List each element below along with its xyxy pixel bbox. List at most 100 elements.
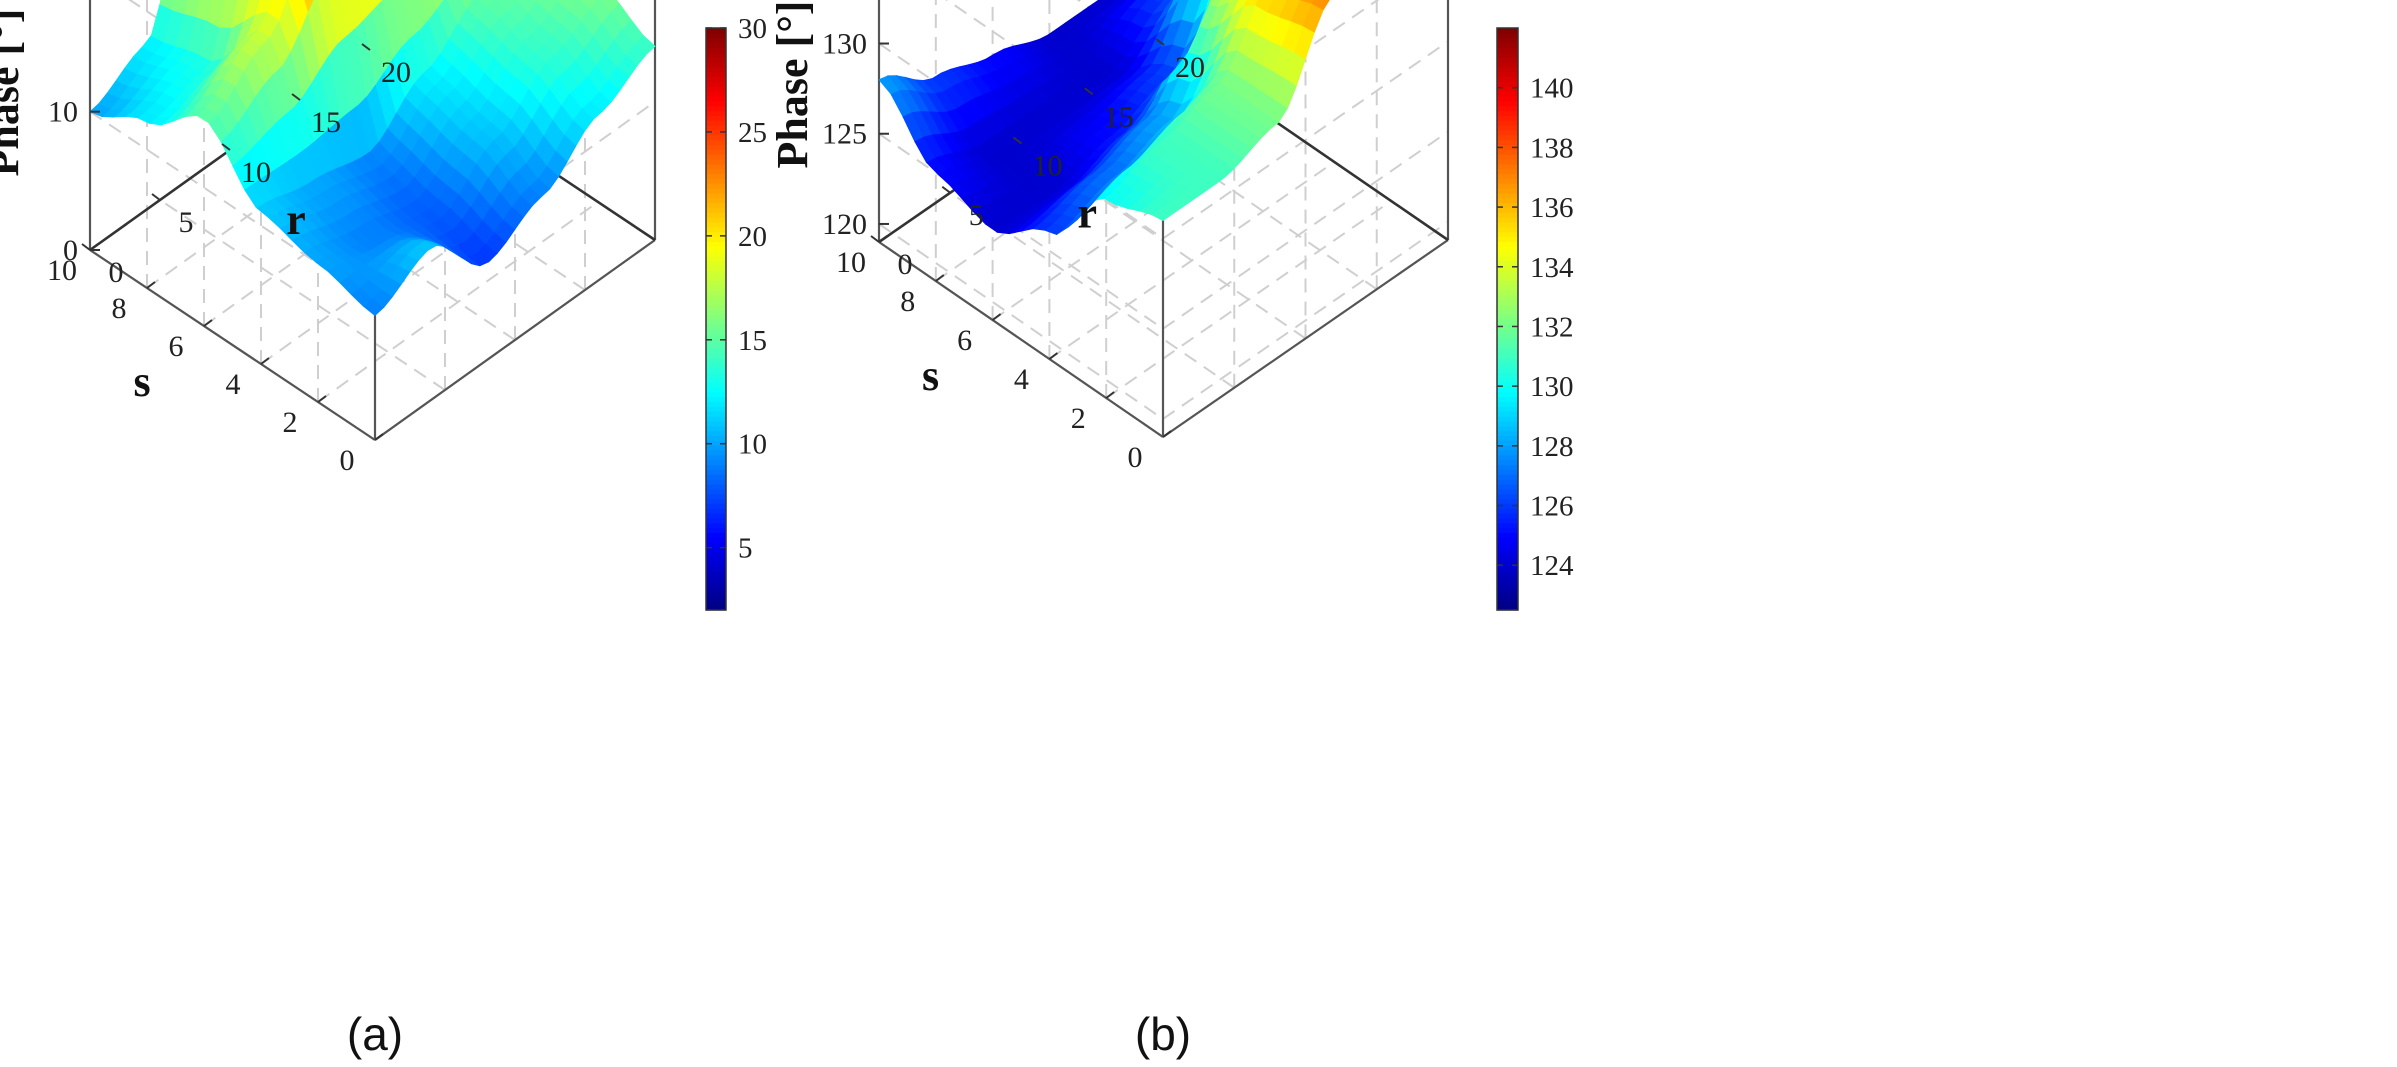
colorbar-band: [1497, 188, 1518, 194]
colorbar-band: [706, 396, 726, 403]
colorbar-band: [706, 285, 726, 291]
s-tick-label: 2: [1071, 402, 1086, 435]
colorbar-band: [706, 522, 726, 529]
s-tick-label: 4: [1014, 363, 1029, 396]
colorbar: [1496, 27, 1519, 611]
colorbar-band: [706, 173, 726, 179]
colorbar-band: [1497, 503, 1518, 509]
colorbar-band: [706, 197, 726, 204]
surface-patch: [391, 0, 412, 47]
colorbar-band: [706, 576, 726, 582]
colorbar-band: [1497, 600, 1518, 606]
s-tick-label: 10: [836, 246, 866, 279]
colorbar-band: [1497, 522, 1518, 529]
colorbar-band: [1497, 120, 1518, 126]
surface-patch: [195, 0, 212, 22]
colorbar-band: [706, 61, 726, 68]
colorbar-band: [706, 37, 726, 44]
colorbar-band: [1497, 192, 1518, 199]
colorbar-band: [1497, 343, 1518, 349]
colorbar-band: [706, 289, 726, 296]
colorbar-band: [1497, 91, 1518, 97]
colorbar-band: [1497, 401, 1518, 407]
colorbar-band: [706, 566, 726, 572]
colorbar-band: [706, 479, 726, 485]
surface-patch: [1192, 0, 1209, 23]
colorbar-band: [706, 246, 726, 252]
surface-patch: [461, 0, 474, 9]
colorbar-band: [1497, 28, 1518, 34]
surface-patch: [1230, 0, 1247, 16]
colorbar-band: [706, 86, 726, 92]
colorbar-band: [1497, 319, 1518, 325]
colorbar-band: [1497, 386, 1518, 393]
surface-patch: [478, 0, 496, 8]
colorbar-band: [706, 532, 726, 538]
colorbar-band: [706, 590, 726, 597]
colorbar-band: [706, 168, 726, 175]
s-tick-label: 2: [283, 406, 298, 439]
colorbar-band: [1497, 556, 1518, 563]
surface-patch: [535, 0, 539, 2]
colorbar-band: [1497, 445, 1518, 451]
surface-patch: [370, 0, 382, 11]
surface-patch: [579, 0, 597, 9]
colorbar-band: [1497, 129, 1518, 136]
colorbar-band: [1497, 517, 1518, 524]
colorbar-band: [706, 32, 726, 39]
colorbar-band: [1497, 275, 1518, 281]
colorbar-band: [1497, 42, 1518, 48]
colorbar-band: [706, 260, 726, 267]
colorbar-band: [706, 362, 726, 369]
colorbar-band: [706, 367, 726, 373]
colorbar-tick-label: 134: [1530, 252, 1574, 284]
colorbar-band: [1497, 454, 1518, 461]
s-tick-label: 8: [900, 285, 915, 318]
colorbar-band: [1497, 406, 1518, 412]
colorbar-band: [1497, 173, 1518, 179]
colorbar-band: [706, 551, 726, 558]
r-tick-label: 5: [179, 206, 194, 239]
colorbar-band: [1497, 576, 1518, 582]
colorbar-band: [1497, 144, 1518, 150]
colorbar-band: [706, 236, 726, 242]
colorbar-band: [1497, 396, 1518, 403]
colorbar-band: [706, 333, 726, 339]
colorbar-band: [706, 71, 726, 78]
colorbar-band: [706, 241, 726, 247]
colorbar-band: [1497, 168, 1518, 175]
colorbar-band: [706, 605, 726, 611]
surface-patch: [556, 0, 578, 11]
surface-patch: [359, 0, 373, 21]
surface-patch: [515, 0, 518, 2]
colorbar-band: [1497, 391, 1518, 398]
colorbar-band: [706, 280, 726, 286]
colorbar-band: [1497, 251, 1518, 257]
colorbar-band: [706, 66, 726, 73]
colorbar-band: [706, 493, 726, 500]
surface-patch: [1112, 0, 1128, 3]
colorbar-band: [1497, 338, 1518, 344]
colorbar-tick-label: 124: [1530, 550, 1574, 582]
surface-patch: [1254, 0, 1273, 13]
colorbar-band: [1497, 309, 1518, 315]
colorbar-band: [1497, 265, 1518, 272]
colorbar-band: [706, 382, 726, 388]
colorbar-band: [706, 449, 726, 456]
colorbar-band: [706, 445, 726, 451]
colorbar-band: [706, 585, 726, 592]
colorbar-band: [1497, 212, 1518, 218]
z-tick-label: 120: [822, 208, 867, 241]
s-tick-label: 6: [169, 330, 184, 363]
colorbar-band: [1497, 289, 1518, 296]
colorbar-band: [1497, 328, 1518, 335]
z-tick-label: 130: [822, 28, 867, 61]
colorbar-band: [706, 81, 726, 87]
colorbar-band: [1497, 202, 1518, 209]
colorbar-band: [1497, 134, 1518, 141]
colorbar-band: [1497, 76, 1518, 82]
colorbar-band: [706, 309, 726, 315]
colorbar-band: [1497, 231, 1518, 238]
colorbar-band: [706, 314, 726, 320]
